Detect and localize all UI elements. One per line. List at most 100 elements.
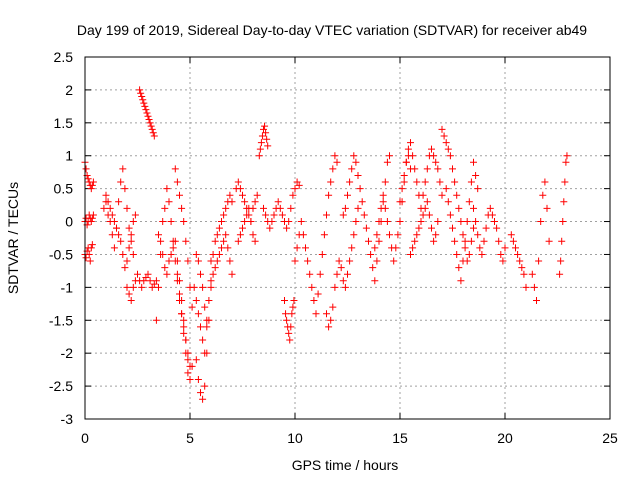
data-point [178,310,186,318]
data-point [104,198,112,206]
data-point [201,303,209,311]
data-point [85,250,93,258]
data-point [457,277,465,285]
x-tick-label: 15 [392,430,408,446]
data-point [276,204,284,212]
data-point [354,171,362,179]
data-point [488,211,496,219]
data-point [392,244,400,252]
y-tick-label: -1 [61,279,74,295]
data-point [149,129,157,137]
data-point [182,237,190,245]
data-point [348,244,356,252]
data-point [453,250,461,258]
data-point [215,224,223,232]
data-point [188,303,196,311]
data-point [467,237,475,245]
chart-title: Day 199 of 2019, Sidereal Day-to-day VTE… [77,22,587,38]
data-point [348,165,356,173]
data-point [220,211,228,219]
data-point [245,204,253,212]
data-point [184,356,192,364]
data-point [352,218,360,226]
y-tick-label: 0 [65,214,73,230]
data-point [121,264,129,272]
data-point [327,178,335,186]
data-point [176,191,183,199]
data-point [562,158,570,166]
x-tick-label: 25 [602,430,618,446]
data-point [274,198,282,206]
data-point [121,185,129,193]
data-point [507,231,515,239]
data-point [314,290,322,298]
data-point [285,329,293,337]
data-point [360,211,368,219]
data-point [520,270,528,278]
data-point [474,185,482,193]
data-point [264,142,272,150]
data-point [516,257,524,265]
data-point [453,191,461,199]
data-point [106,204,114,212]
data-point [446,211,454,219]
y-tick-label: -2.5 [49,378,73,394]
data-point [320,231,328,239]
data-point [129,250,137,258]
data-point [148,125,156,133]
data-point [470,158,477,166]
data-point [335,257,343,265]
data-point [152,316,160,324]
data-point [344,191,351,199]
data-point [444,198,452,206]
data-point [467,178,475,186]
data-point [306,270,314,278]
data-point [428,224,435,232]
data-point [108,231,116,239]
data-point [144,270,152,278]
data-point [463,218,471,226]
data-point [337,264,345,272]
data-point [253,191,261,199]
data-point [423,198,431,206]
data-point [222,231,230,239]
data-point [419,211,427,219]
data-point [115,231,123,239]
data-point [333,270,341,278]
data-point [480,237,488,245]
data-point [561,178,569,186]
data-point [430,237,438,245]
data-point [258,132,266,140]
data-point [539,191,547,199]
data-point [262,129,270,137]
data-point [260,204,267,212]
data-point [373,231,381,239]
data-point [346,178,354,186]
data-point [394,231,402,239]
data-point [207,257,215,265]
data-point [192,250,200,258]
data-point [289,303,297,311]
data-point [88,241,96,249]
data-point [194,310,202,318]
data-point [205,297,213,305]
data-point [127,297,135,305]
data-point [218,218,225,226]
data-point [228,270,236,278]
data-point [190,283,198,291]
data-point [241,198,249,206]
data-point [176,277,183,285]
data-point [465,198,473,206]
data-point [89,211,97,219]
data-point [211,264,219,272]
data-point [159,250,167,258]
data-point [476,244,484,252]
grid [85,57,610,419]
data-point [413,231,421,239]
data-point [495,237,503,245]
data-point [270,211,278,219]
data-point [411,165,419,173]
data-point [409,244,417,252]
data-point [110,244,118,252]
